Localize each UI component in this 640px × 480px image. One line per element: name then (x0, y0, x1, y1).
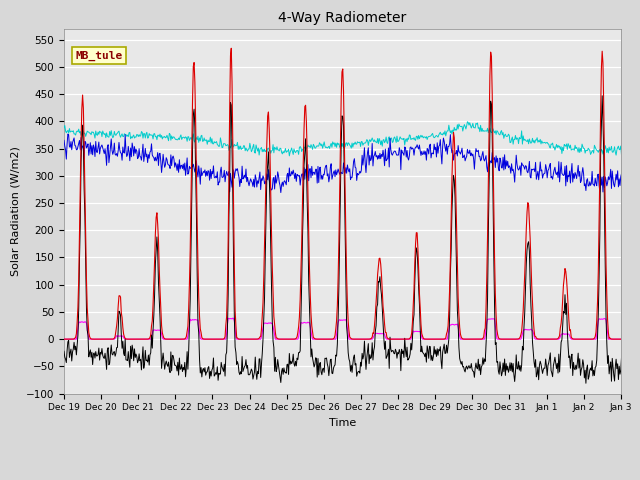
Legend: SW_in, SW_out, LW_in, LW_out, Rnet_4way: SW_in, SW_out, LW_in, LW_out, Rnet_4way (129, 478, 556, 480)
Text: MB_tule: MB_tule (75, 51, 122, 61)
Title: 4-Way Radiometer: 4-Way Radiometer (278, 11, 406, 25)
X-axis label: Time: Time (329, 418, 356, 428)
Y-axis label: Solar Radiation (W/m2): Solar Radiation (W/m2) (10, 146, 20, 276)
